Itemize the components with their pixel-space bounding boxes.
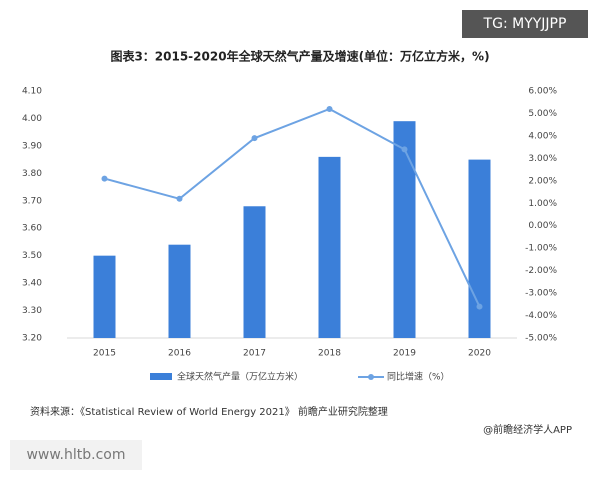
bar <box>318 156 341 338</box>
y-tick-label: 3.20 <box>22 334 42 344</box>
y2-tick-label: -3.00% <box>525 289 557 299</box>
y2-tick-label: -2.00% <box>525 266 557 276</box>
y-tick-label: 3.50 <box>22 251 42 261</box>
y-tick-label: 3.80 <box>22 169 42 179</box>
legend-label: 同比增速（%） <box>387 371 450 383</box>
y2-tick-label: 2.00% <box>528 176 557 186</box>
credit: @前瞻经济学人APP <box>483 423 572 436</box>
line-point <box>101 175 108 182</box>
x-tick-label: 2019 <box>393 349 416 359</box>
x-tick-label: 2016 <box>168 349 191 359</box>
x-tick-label: 2017 <box>243 349 266 359</box>
bar <box>468 159 491 338</box>
bar <box>168 244 191 338</box>
y-tick-label: 3.90 <box>22 141 42 151</box>
source: 资料来源：《Statistical Review of World Energy… <box>30 405 388 418</box>
y-tick-label: 3.40 <box>22 279 42 289</box>
y-tick-label: 3.30 <box>22 306 42 316</box>
legend-swatch <box>368 374 374 380</box>
line-point <box>401 146 408 153</box>
bar <box>93 255 116 338</box>
overlay-text: TG: MYYJJPP <box>483 16 567 32</box>
y-tick-label: 3.60 <box>22 224 42 234</box>
y2-tick-label: -5.00% <box>525 334 557 344</box>
y2-tick-label: 6.00% <box>528 87 557 97</box>
legend-swatch <box>150 373 172 380</box>
legend-label: 全球天然气产量（万亿立方米） <box>177 371 303 383</box>
y2-tick-label: 1.00% <box>528 199 557 209</box>
y2-tick-label: 5.00% <box>528 109 557 119</box>
line-point <box>476 303 483 310</box>
y2-tick-label: 0.00% <box>528 221 557 231</box>
y2-tick-label: 3.00% <box>528 154 557 164</box>
overlay-box <box>10 440 142 470</box>
line <box>104 107 481 307</box>
overlay-text: www.hltb.com <box>26 447 125 463</box>
x-tick-label: 2020 <box>468 349 491 359</box>
y-tick-label: 3.70 <box>22 196 42 206</box>
bar <box>393 121 416 338</box>
y2-tick-label: -1.00% <box>525 244 557 254</box>
y2-tick-label: -4.00% <box>525 311 557 321</box>
line-point <box>326 105 333 112</box>
line-point <box>251 135 258 142</box>
chart-title: 图表3：2015-2020年全球天然气产量及增速(单位：万亿立方米，%) <box>110 49 489 64</box>
y-tick-label: 4.00 <box>22 114 42 124</box>
y2-tick-label: 4.00% <box>528 131 557 141</box>
x-tick-label: 2015 <box>93 349 116 359</box>
y-tick-label: 4.10 <box>22 87 42 97</box>
overlay-box <box>462 10 588 38</box>
x-tick-label: 2018 <box>318 349 341 359</box>
bar <box>243 206 266 338</box>
line-point <box>176 195 183 202</box>
